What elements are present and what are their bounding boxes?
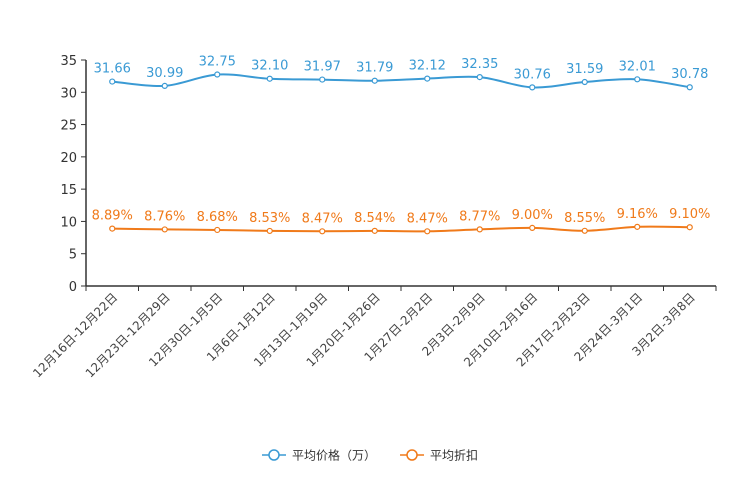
data-label: 8.89% (92, 209, 133, 224)
data-point (371, 227, 378, 234)
data-point (214, 71, 221, 78)
data-point (476, 74, 483, 81)
data-point (161, 82, 168, 89)
data-point (581, 78, 588, 86)
data-point (686, 84, 693, 91)
y-tick-label: 25 (60, 119, 77, 134)
y-tick-label: 30 (60, 86, 77, 101)
data-label: 9.10% (669, 207, 710, 222)
data-point (686, 224, 693, 231)
y-tick-label: 5 (69, 248, 77, 263)
data-point (266, 227, 273, 235)
data-label: 8.47% (302, 211, 343, 226)
legend-marker-icon (406, 449, 418, 461)
data-label: 32.01 (619, 59, 656, 74)
data-point (266, 75, 273, 82)
data-point (424, 75, 431, 82)
data-label: 8.53% (249, 211, 290, 226)
data-point (424, 228, 431, 235)
data-label: 30.99 (146, 66, 183, 81)
data-point (109, 78, 116, 85)
x-tick-label: 12月16日-12月22日 (30, 290, 120, 380)
series-line (112, 225, 690, 233)
data-point (529, 224, 536, 231)
data-point (319, 228, 326, 235)
series-line (112, 73, 690, 89)
data-label: 32.75 (199, 55, 236, 70)
data-point (529, 84, 536, 91)
y-tick-label: 15 (60, 183, 77, 198)
legend-label: 平均折扣 (430, 448, 478, 463)
data-label: 8.47% (407, 211, 448, 226)
data-point (634, 76, 641, 83)
data-point (161, 226, 168, 233)
data-point (634, 223, 641, 230)
data-label: 30.76 (514, 67, 551, 82)
data-label: 31.79 (356, 61, 393, 76)
data-label: 31.59 (566, 62, 603, 77)
data-label: 8.55% (564, 211, 605, 226)
data-label: 31.97 (304, 60, 341, 75)
y-tick-label: 20 (60, 151, 77, 166)
data-label: 31.66 (94, 62, 131, 77)
y-tick-label: 35 (60, 54, 77, 69)
data-label: 9.16% (617, 207, 658, 222)
data-label: 8.77% (459, 209, 500, 224)
data-point (109, 225, 116, 232)
data-point (581, 227, 588, 234)
data-label: 32.12 (409, 59, 446, 74)
data-label: 30.78 (671, 67, 708, 82)
data-point (371, 77, 378, 84)
data-label: 8.76% (144, 209, 185, 224)
data-point (476, 226, 483, 233)
data-point (214, 226, 221, 234)
data-label: 32.10 (251, 59, 288, 74)
legend-marker-icon (268, 449, 280, 461)
data-label: 8.54% (354, 211, 395, 226)
data-label: 8.68% (197, 210, 238, 225)
data-label: 9.00% (512, 208, 553, 223)
legend-label: 平均价格（万） (292, 448, 376, 463)
y-tick-label: 10 (60, 215, 77, 230)
data-label: 32.35 (461, 57, 498, 72)
data-point (319, 76, 326, 83)
y-tick-label: 0 (69, 280, 77, 295)
